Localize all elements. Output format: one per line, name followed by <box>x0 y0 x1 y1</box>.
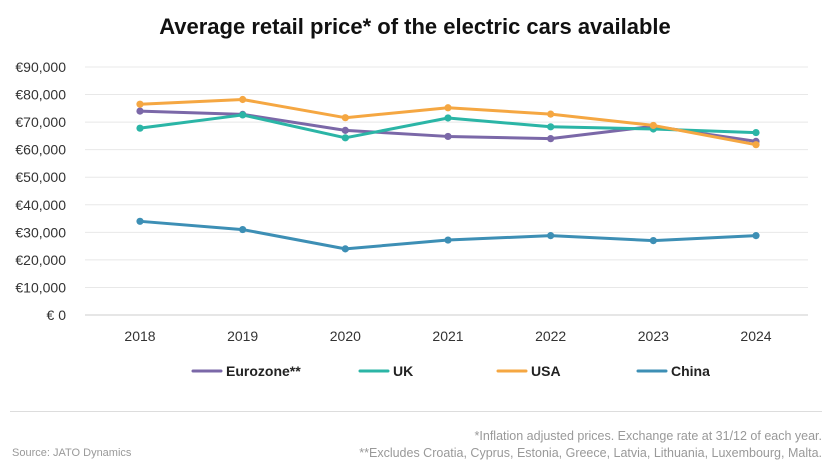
data-point <box>239 225 247 234</box>
data-point <box>136 217 144 225</box>
y-tick-label: €10,000 <box>15 279 66 295</box>
data-point <box>341 134 349 142</box>
legend: Eurozone** UK USA China <box>191 363 710 379</box>
y-tick-label: €40,000 <box>15 197 66 213</box>
data-point <box>341 245 349 253</box>
x-tick-label: 2024 <box>740 328 771 344</box>
footnote-inflation: *Inflation adjusted prices. Exchange rat… <box>474 429 822 443</box>
y-tick-label: € 0 <box>47 307 67 323</box>
data-point <box>136 107 144 115</box>
y-tick-label: €30,000 <box>15 224 66 240</box>
series-line-china <box>138 219 758 251</box>
x-tick-label: 2018 <box>124 328 155 344</box>
y-tick-label: €60,000 <box>15 142 66 158</box>
footnote-exclusions: **Excludes Croatia, Cyprus, Estonia, Gre… <box>359 446 822 460</box>
data-point <box>239 95 247 104</box>
data-point <box>649 121 657 130</box>
data-point <box>649 237 657 245</box>
source-text: Source: JATO Dynamics <box>12 447 132 459</box>
chart-title: Average retail price* of the electric ca… <box>159 14 671 39</box>
y-axis-ticks: € 0 €10,000 €20,000 €30,000 €40,000 €50,000 €6… <box>15 59 66 323</box>
data-point <box>547 232 555 240</box>
data-point <box>444 236 452 244</box>
series-lines <box>136 95 760 253</box>
data-point <box>444 114 452 122</box>
data-point <box>547 135 555 143</box>
legend-label: USA <box>531 363 561 379</box>
data-point <box>752 128 760 137</box>
data-point <box>341 114 349 122</box>
x-tick-label: 2021 <box>432 328 463 344</box>
data-point <box>136 124 144 132</box>
grid-lines <box>85 66 808 316</box>
y-tick-label: €70,000 <box>15 114 66 130</box>
y-tick-label: €20,000 <box>15 252 66 268</box>
y-tick-label: €50,000 <box>15 169 66 185</box>
data-point <box>239 111 247 119</box>
x-tick-label: 2023 <box>638 328 669 344</box>
legend-label: China <box>671 363 710 379</box>
data-point <box>752 141 760 149</box>
line-chart: € 0 €10,000 €20,000 €30,000 €40,000 €50,000 €6… <box>15 59 808 379</box>
footer-divider <box>10 411 822 412</box>
data-point <box>444 132 452 141</box>
x-axis-ticks: 2018 2019 2020 2021 2022 2023 2024 <box>124 328 771 344</box>
data-point <box>547 110 555 118</box>
data-point <box>136 100 144 108</box>
legend-label: Eurozone** <box>226 363 301 379</box>
data-point <box>341 126 349 134</box>
y-tick-label: €90,000 <box>15 59 66 75</box>
legend-label: UK <box>393 363 413 379</box>
x-tick-label: 2019 <box>227 328 258 344</box>
data-point <box>547 123 555 131</box>
y-tick-label: €80,000 <box>15 87 66 103</box>
data-point <box>444 104 452 112</box>
data-point <box>752 232 760 240</box>
x-tick-label: 2020 <box>330 328 361 344</box>
x-tick-label: 2022 <box>535 328 566 344</box>
